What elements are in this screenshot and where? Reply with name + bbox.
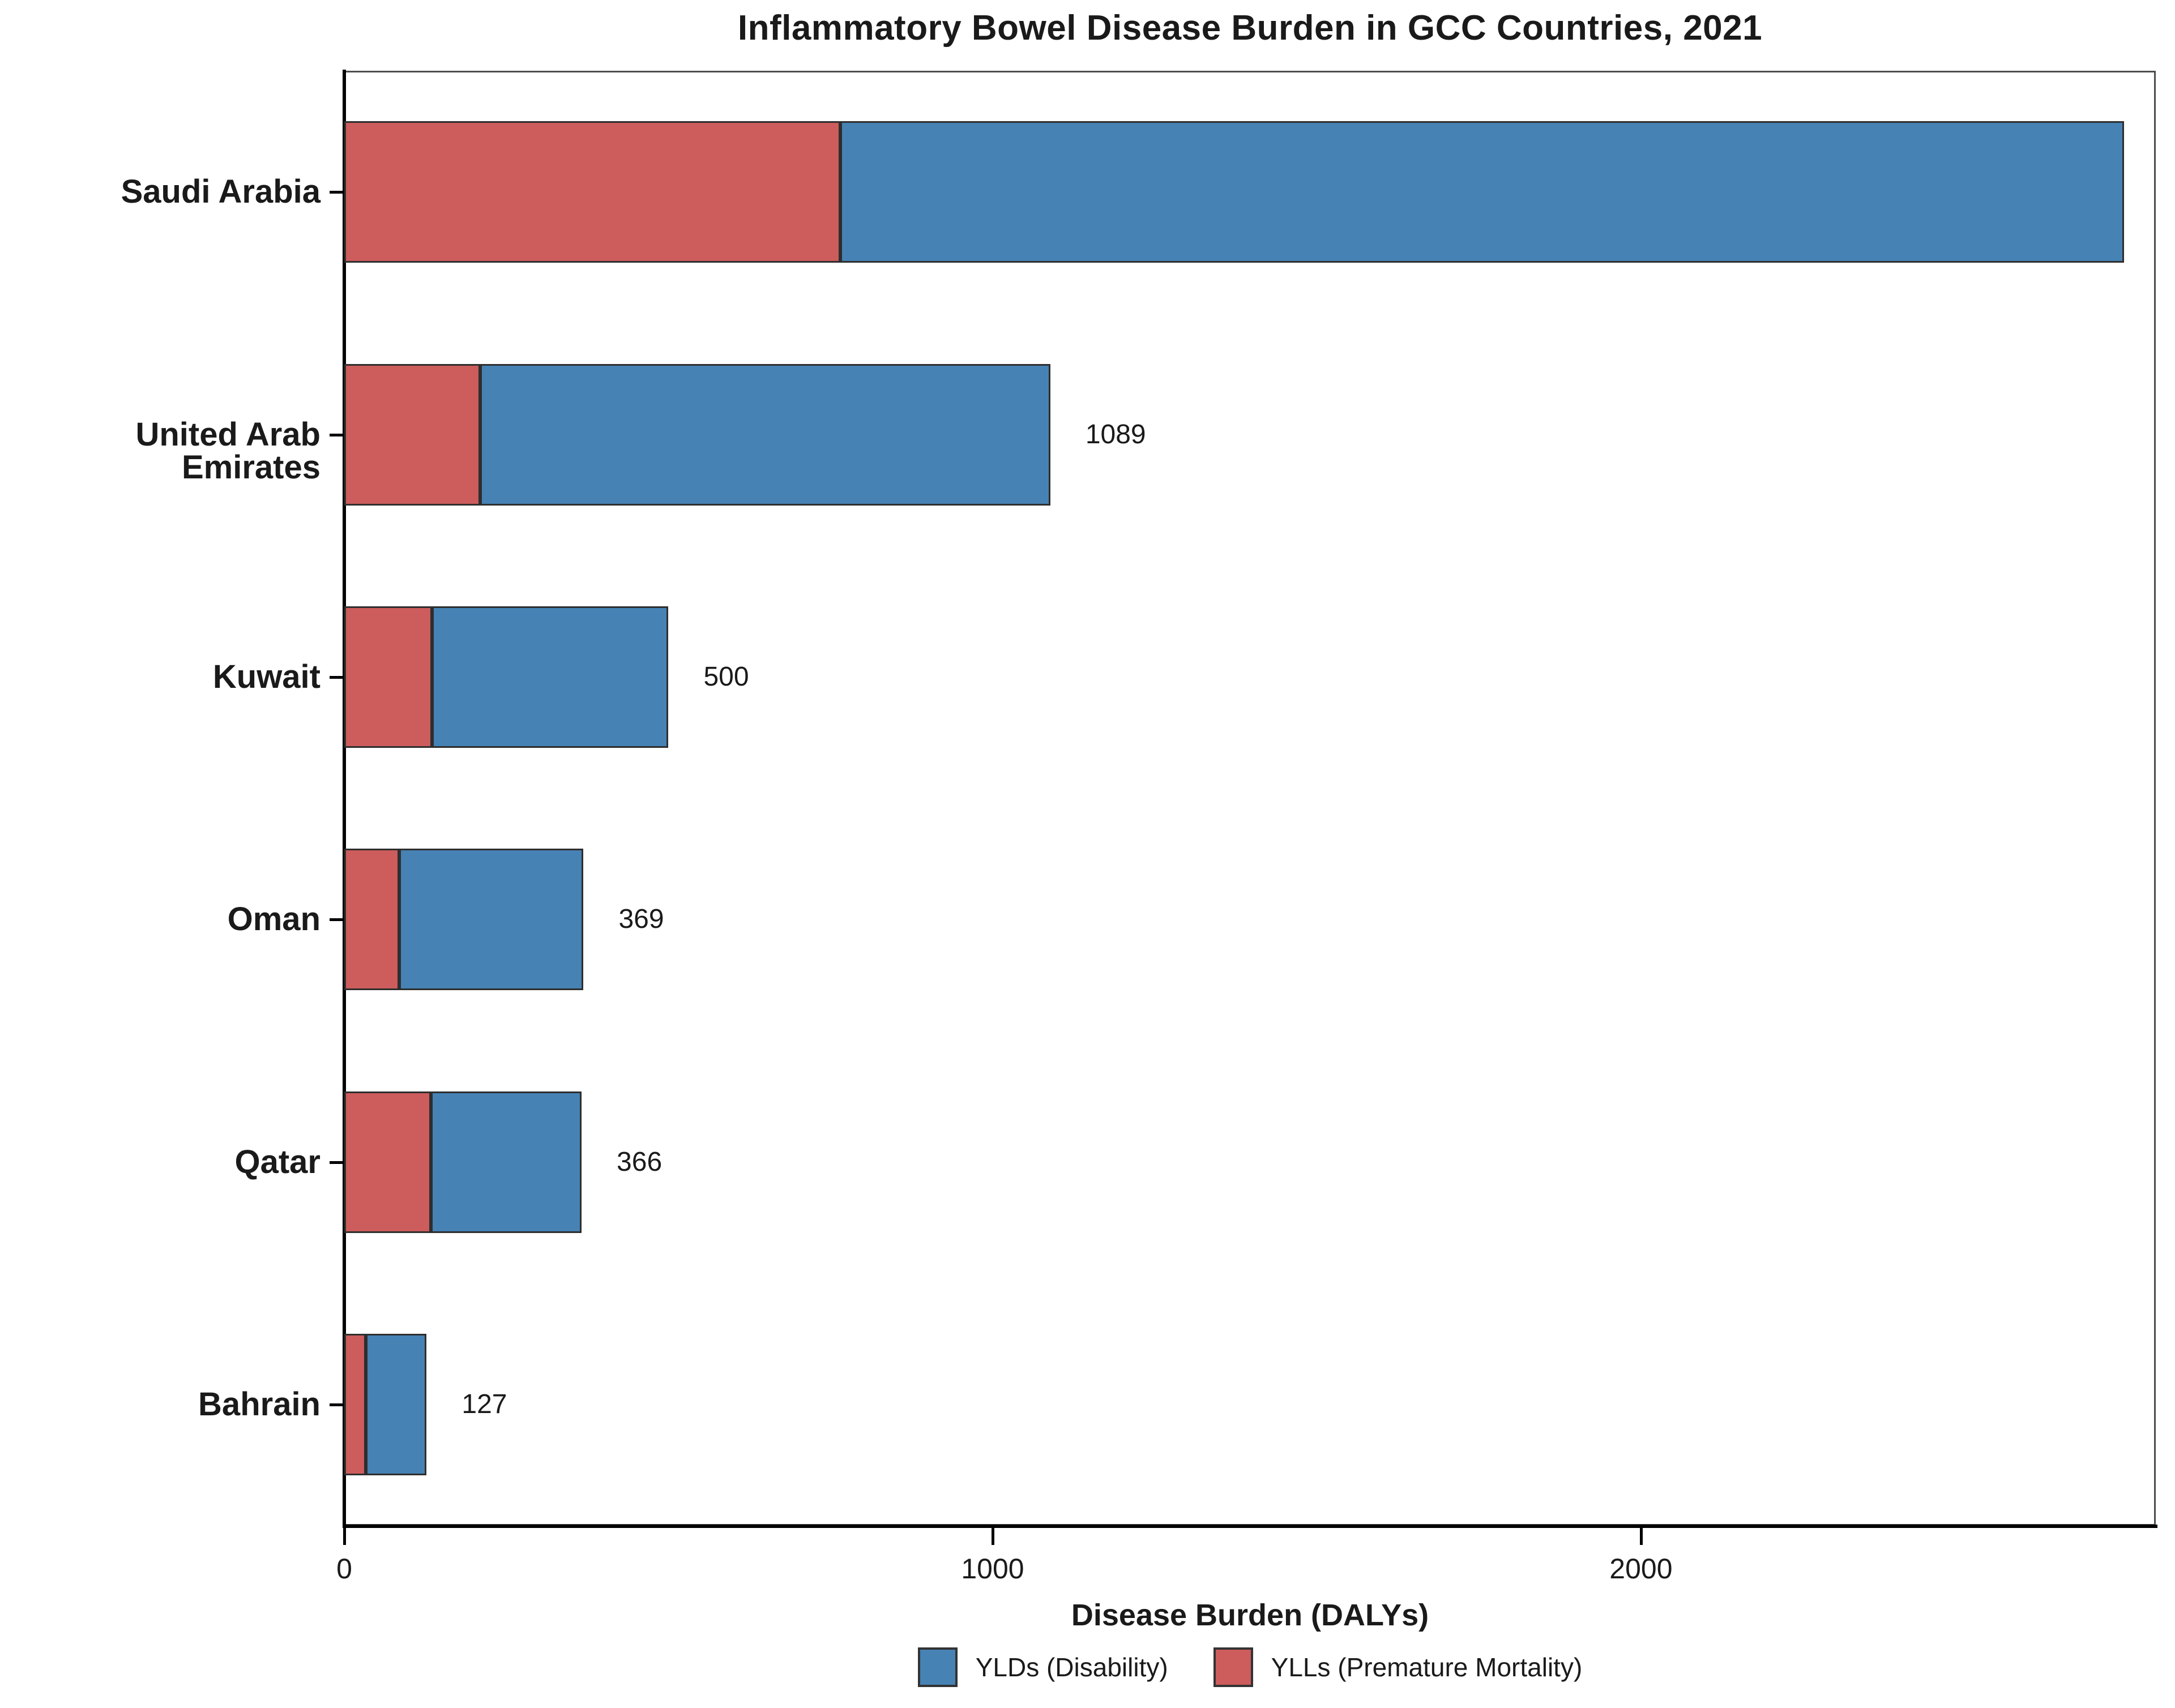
x-axis-tick-label: 0: [336, 1553, 352, 1585]
bar-segment-ylds: [431, 606, 669, 748]
bar-segment-ylls: [344, 849, 400, 991]
bar-segment-ylls: [344, 606, 432, 748]
y-axis-label: Saudi Arabia: [121, 173, 321, 211]
legend-item: YLDs (Disability): [917, 1647, 1168, 1687]
x-axis-tick-label: 1000: [961, 1553, 1024, 1585]
bar-segment-ylds: [840, 121, 2124, 263]
bar-segment-ylls: [344, 363, 481, 506]
bar-segment-ylds: [365, 1333, 427, 1475]
plot-panel: [344, 71, 2156, 1526]
bar-segment-ylds: [431, 1091, 582, 1233]
y-axis-label: United Arab Emirates: [135, 416, 321, 486]
y-axis-tick: [330, 1161, 344, 1164]
chart-title: Inflammatory Bowel Disease Burden in GCC…: [737, 8, 1763, 48]
bar-segment-ylds: [480, 363, 1050, 506]
x-axis-line: [343, 1525, 2157, 1528]
y-axis-label: Bahrain: [198, 1385, 321, 1423]
legend-label: YLDs (Disability): [975, 1653, 1168, 1682]
y-axis-line: [343, 70, 346, 1528]
legend-item: YLLs (Premature Mortality): [1213, 1647, 1583, 1687]
y-axis-label: Oman: [227, 901, 321, 938]
bar-segment-ylls: [344, 121, 840, 263]
bar-value-label: 369: [618, 904, 664, 935]
legend-label: YLLs (Premature Mortality): [1271, 1653, 1583, 1682]
bar-value-label: 500: [703, 661, 749, 692]
x-axis-tick: [991, 1528, 994, 1545]
bar-segment-ylls: [344, 1333, 366, 1475]
y-axis-tick: [330, 918, 344, 922]
y-axis-label: Qatar: [234, 1143, 321, 1180]
bar-segment-ylls: [344, 1091, 431, 1233]
y-axis-label: Kuwait: [212, 658, 321, 695]
bar-value-label: 1089: [1085, 419, 1146, 450]
legend-swatch-ylls: [1213, 1647, 1253, 1687]
y-axis-tick: [330, 433, 344, 436]
legend: YLDs (Disability) YLLs (Premature Mortali…: [344, 1647, 2156, 1687]
y-axis-tick: [330, 675, 344, 679]
bar-value-label: 366: [617, 1146, 663, 1177]
x-axis-title: Disease Burden (DALYs): [1071, 1598, 1429, 1632]
bar-segment-ylds: [399, 849, 584, 991]
x-axis-tick: [1639, 1528, 1643, 1545]
x-axis-tick-label: 2000: [1609, 1553, 1673, 1585]
bar-value-label: 127: [462, 1389, 507, 1419]
y-axis-tick: [330, 1403, 344, 1406]
y-axis-tick: [330, 191, 344, 194]
legend-swatch-ylds: [917, 1647, 958, 1687]
x-axis-tick: [343, 1528, 346, 1545]
